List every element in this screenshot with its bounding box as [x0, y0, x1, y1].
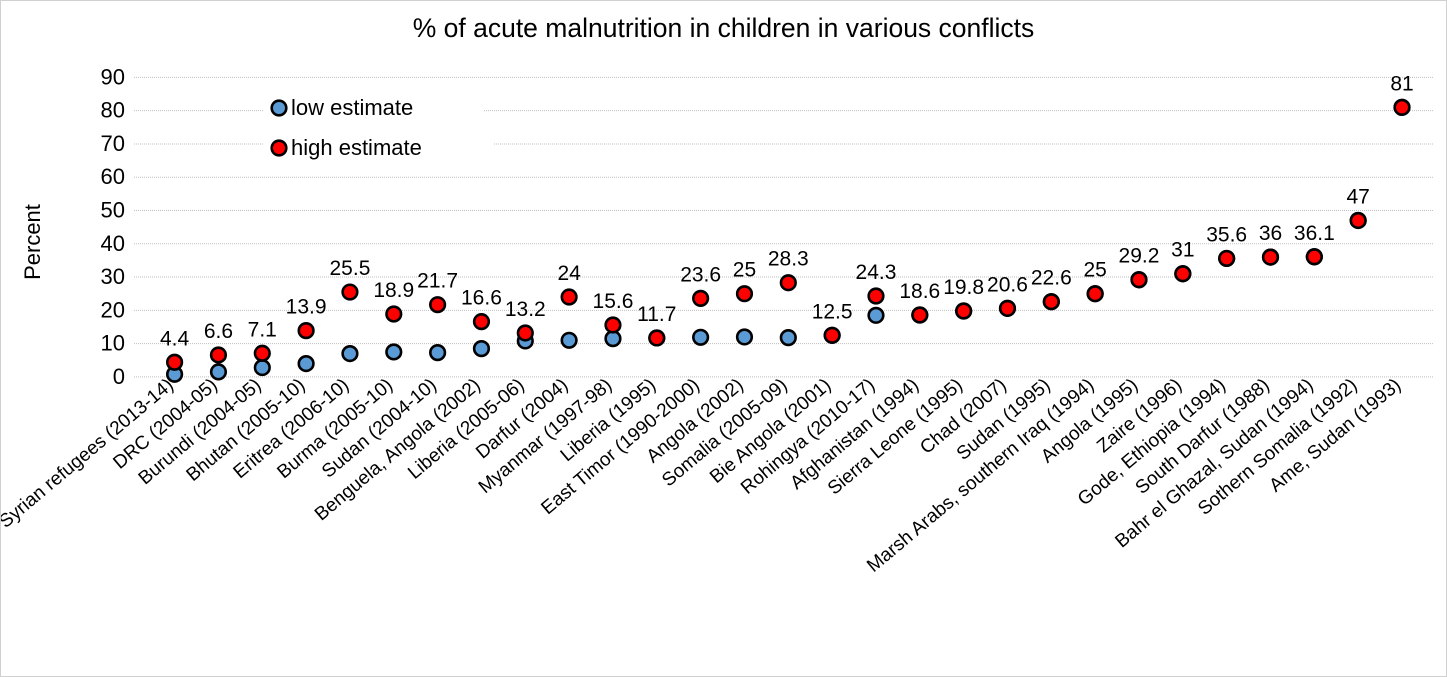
svg-text:24.3: 24.3 — [856, 261, 897, 284]
svg-text:25.5: 25.5 — [330, 257, 371, 280]
svg-text:low estimate: low estimate — [291, 95, 413, 120]
svg-text:25: 25 — [1083, 259, 1106, 282]
svg-text:40: 40 — [101, 231, 125, 256]
svg-text:20: 20 — [101, 297, 125, 322]
svg-text:80: 80 — [101, 98, 125, 123]
svg-text:70: 70 — [101, 131, 125, 156]
svg-text:36: 36 — [1259, 222, 1282, 245]
svg-text:47: 47 — [1346, 185, 1369, 208]
svg-text:22.6: 22.6 — [1031, 267, 1072, 290]
svg-text:16.6: 16.6 — [461, 287, 502, 310]
svg-text:81: 81 — [1390, 72, 1413, 95]
svg-text:13.9: 13.9 — [286, 296, 327, 319]
svg-text:50: 50 — [101, 198, 125, 223]
svg-text:21.7: 21.7 — [417, 270, 458, 293]
svg-text:31: 31 — [1171, 239, 1194, 262]
svg-text:35.6: 35.6 — [1206, 223, 1247, 246]
svg-text:13.2: 13.2 — [505, 298, 546, 321]
svg-text:25: 25 — [733, 259, 756, 282]
svg-text:23.6: 23.6 — [680, 263, 721, 286]
svg-text:0: 0 — [113, 364, 125, 389]
svg-text:11.7: 11.7 — [637, 303, 676, 326]
svg-text:12.5: 12.5 — [812, 300, 853, 323]
svg-text:29.2: 29.2 — [1119, 245, 1160, 268]
svg-text:24: 24 — [557, 262, 581, 285]
svg-text:15.6: 15.6 — [593, 290, 634, 313]
svg-text:28.3: 28.3 — [768, 248, 809, 271]
svg-text:4.4: 4.4 — [160, 327, 190, 350]
svg-text:36.1: 36.1 — [1294, 222, 1335, 245]
svg-text:6.6: 6.6 — [204, 320, 233, 343]
svg-text:Syrian refugees (2013-14): Syrian refugees (2013-14) — [1, 375, 178, 533]
svg-text:7.1: 7.1 — [248, 318, 277, 341]
svg-text:18.9: 18.9 — [373, 279, 414, 302]
svg-text:18.6: 18.6 — [899, 280, 940, 303]
svg-text:60: 60 — [101, 164, 125, 189]
svg-text:10: 10 — [101, 331, 125, 356]
svg-text:90: 90 — [101, 64, 125, 89]
svg-text:19.8: 19.8 — [943, 276, 984, 299]
svg-text:30: 30 — [101, 264, 125, 289]
svg-text:20.6: 20.6 — [987, 273, 1028, 296]
svg-text:high estimate: high estimate — [291, 135, 422, 160]
